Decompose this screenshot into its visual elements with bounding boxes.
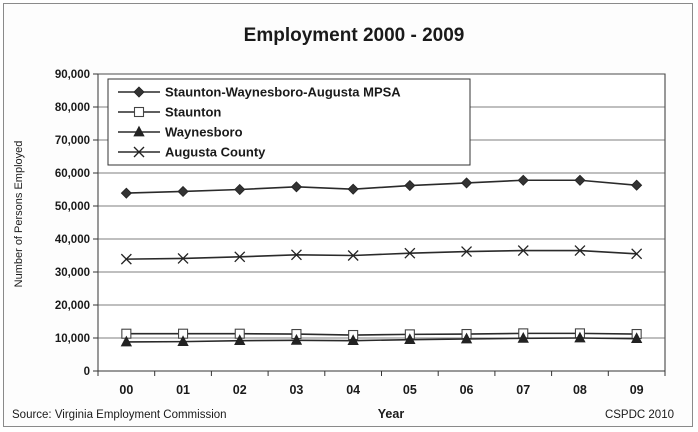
- data-point: [290, 181, 303, 193]
- data-point: [177, 253, 189, 264]
- y-tick-label: 70,000: [55, 135, 90, 147]
- data-point: [574, 174, 586, 186]
- legend-item: Staunton: [118, 105, 221, 120]
- legend-item: Waynesboro: [118, 125, 243, 140]
- x-axis-label: Year: [378, 407, 405, 421]
- y-tick-label: 10,000: [55, 333, 90, 345]
- data-point: [574, 245, 586, 257]
- gridlines: [98, 73, 665, 339]
- data-point: [347, 183, 359, 195]
- data-point: [404, 179, 416, 192]
- data-point: [460, 177, 473, 189]
- legend-marker: [133, 86, 145, 98]
- data-point: [404, 247, 416, 259]
- y-tick-label: 60,000: [55, 168, 90, 180]
- series-3: [120, 245, 643, 265]
- x-tick-label: 08: [573, 383, 587, 397]
- x-tick-label: 07: [516, 383, 530, 397]
- series-line: [126, 249, 637, 260]
- data-point: [630, 332, 643, 344]
- chart-title: Employment 2000 - 2009: [244, 25, 465, 46]
- data-point: [631, 248, 643, 260]
- x-tick-label: 09: [630, 383, 644, 397]
- data-point: [177, 185, 189, 198]
- data-point: [460, 332, 473, 344]
- y-tick-label: 30,000: [55, 267, 90, 279]
- data-point: [234, 183, 246, 196]
- data-point: [404, 333, 416, 345]
- x-tick-label: 01: [176, 383, 190, 397]
- data-point: [290, 333, 303, 345]
- legend-marker: [133, 125, 145, 137]
- y-axis-label: Number of Persons Employed: [13, 141, 25, 288]
- data-point: [120, 335, 133, 347]
- data-point: [290, 249, 302, 261]
- y-tick-label: 50,000: [55, 201, 90, 213]
- x-axis-ticks: 00 01 02 03 04 05 06 07 08 09: [97, 371, 666, 397]
- y-tick-label: 40,000: [55, 234, 90, 246]
- x-tick-label: 05: [403, 383, 417, 397]
- data-point: [234, 251, 246, 263]
- data-point: [347, 250, 359, 261]
- x-tick-label: 04: [346, 383, 360, 397]
- data-point: [574, 331, 586, 343]
- legend-label: Staunton-Waynesboro-Augusta MPSA: [165, 85, 401, 100]
- x-tick-label: 06: [460, 383, 474, 397]
- data-point: [120, 253, 132, 265]
- data-point: [461, 246, 473, 257]
- legend-label: Augusta County: [165, 145, 266, 160]
- y-axis-ticks: 0 10,000 20,000 30,000 40,000 50,000 60,000 70,…: [55, 69, 98, 378]
- legend: Staunton-Waynesboro-Augusta MPSA Staunton…: [107, 78, 471, 166]
- data-point: [631, 179, 643, 191]
- legend-item: Staunton-Waynesboro-Augusta MPSA: [118, 85, 401, 100]
- y-tick-label: 0: [84, 366, 90, 378]
- credit-note: CSPDC 2010: [605, 409, 674, 421]
- data-point: [347, 334, 359, 346]
- data-point: [517, 174, 529, 186]
- data-point: [517, 245, 529, 257]
- x-tick-label: 03: [289, 383, 303, 397]
- data-point: [517, 331, 529, 343]
- data-point: [120, 187, 132, 199]
- series-lines: [120, 174, 643, 347]
- y-tick-label: 20,000: [55, 300, 90, 312]
- x-tick-label: 02: [233, 383, 247, 397]
- data-point: [177, 335, 189, 347]
- legend-label: Staunton: [165, 105, 221, 120]
- legend-box: [107, 78, 471, 166]
- data-point: [234, 334, 246, 346]
- source-note: Source: Virginia Employment Commission: [12, 409, 227, 421]
- series-line: [126, 332, 637, 336]
- legend-marker: [133, 106, 145, 118]
- legend-marker: [133, 146, 145, 158]
- series-0: [120, 174, 643, 199]
- series-line: [126, 179, 637, 194]
- series-line: [126, 337, 637, 343]
- y-tick-label: 90,000: [55, 69, 90, 81]
- x-tick-label: 00: [119, 383, 133, 397]
- y-tick-label: 80,000: [55, 102, 90, 114]
- legend-item: Augusta County: [118, 145, 266, 160]
- series-2: [120, 331, 643, 347]
- legend-label: Waynesboro: [165, 125, 243, 140]
